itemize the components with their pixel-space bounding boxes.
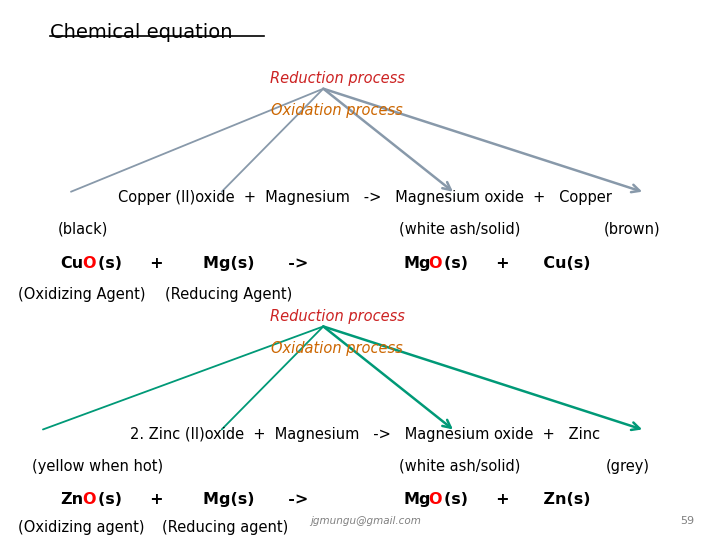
Text: (s)     +      Zn(s): (s) + Zn(s) [444,492,590,507]
Text: 2. Zinc (II)oxide  +  Magnesium   ->   Magnesium oxide  +   Zinc: 2. Zinc (II)oxide + Magnesium -> Magnesi… [130,427,600,442]
Text: (s)     +       Mg(s)      ->: (s) + Mg(s) -> [98,492,308,507]
Text: (s)     +       Mg(s)      ->: (s) + Mg(s) -> [98,255,308,271]
Text: (white ash/solid): (white ash/solid) [400,221,521,236]
Text: Copper (II)oxide  +  Magnesium   ->   Magnesium oxide  +   Copper: Copper (II)oxide + Magnesium -> Magnesiu… [118,190,612,205]
Text: (black): (black) [58,221,108,236]
Text: (brown): (brown) [603,221,660,236]
Text: O: O [82,255,96,271]
Text: Cu: Cu [60,255,84,271]
Text: (Oxidizing Agent): (Oxidizing Agent) [18,287,145,302]
Text: Mg: Mg [404,492,431,507]
Text: Reduction process: Reduction process [270,71,405,86]
Text: (Reducing Agent): (Reducing Agent) [165,287,292,302]
Text: jgmungu@gmail.com: jgmungu@gmail.com [310,516,420,526]
Text: (white ash/solid): (white ash/solid) [400,459,521,474]
Text: O: O [82,492,96,507]
Text: Zn: Zn [60,492,84,507]
Text: Chemical equation: Chemical equation [50,23,233,42]
Text: (yellow when hot): (yellow when hot) [32,459,163,474]
Text: Oxidation process: Oxidation process [271,103,403,118]
Text: (Oxidizing agent): (Oxidizing agent) [18,519,145,535]
Text: Reduction process: Reduction process [270,309,405,324]
Text: (grey): (grey) [606,459,650,474]
Text: O: O [428,255,442,271]
Text: 59: 59 [680,516,695,526]
Text: Mg: Mg [404,255,431,271]
Text: Oxidation process: Oxidation process [271,341,403,355]
Text: (Reducing agent): (Reducing agent) [162,519,288,535]
Text: O: O [428,492,442,507]
Text: (s)     +      Cu(s): (s) + Cu(s) [444,255,590,271]
